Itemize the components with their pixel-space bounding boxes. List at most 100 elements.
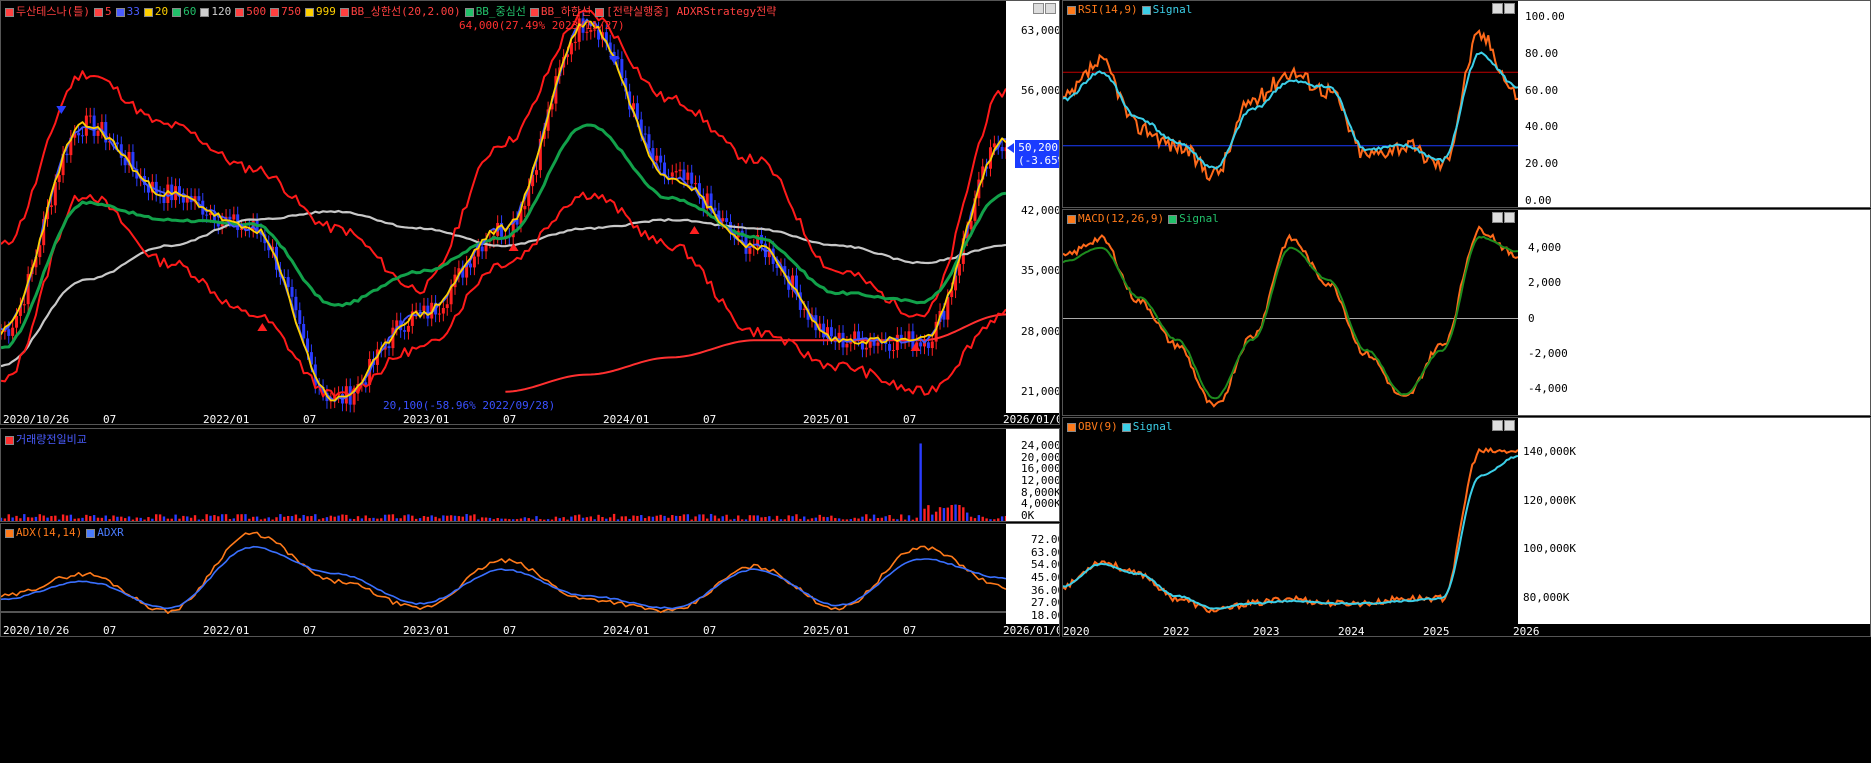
window-buttons[interactable] bbox=[1032, 3, 1056, 17]
obv-chart[interactable] bbox=[1063, 418, 1518, 624]
adx-legend: ADX(14,14) ADXR bbox=[5, 526, 128, 539]
adx-panel[interactable]: ADX(14,14) ADXR 72.0063.0054.0045.0036.00… bbox=[0, 523, 1060, 637]
obv-window-buttons[interactable] bbox=[1491, 420, 1515, 434]
minimize-icon[interactable] bbox=[1033, 3, 1044, 14]
candle-body bbox=[205, 214, 209, 216]
candle-body bbox=[748, 248, 752, 254]
price-x-tick-label: 07 bbox=[503, 413, 517, 425]
volume-bar bbox=[954, 504, 957, 521]
candle-body bbox=[170, 184, 174, 201]
rsi-window-buttons[interactable] bbox=[1491, 3, 1515, 17]
close-icon[interactable] bbox=[1504, 420, 1515, 431]
volume-panel[interactable]: 거래량전일비교 24,000K20,000K16,000K12,000K8,00… bbox=[0, 428, 1060, 522]
obv-y-axis bbox=[1518, 418, 1870, 624]
candle-body bbox=[519, 209, 523, 225]
volume-bar bbox=[92, 515, 96, 521]
candle-body bbox=[857, 331, 861, 339]
close-icon[interactable] bbox=[1504, 212, 1515, 223]
volume-bar bbox=[217, 516, 220, 521]
macd-chart[interactable] bbox=[1063, 210, 1518, 416]
obv-panel[interactable]: OBV(9) Signal 140,000K 120,000K 100,000K 80,… bbox=[1062, 417, 1871, 637]
candle-body bbox=[791, 275, 795, 290]
candle-body bbox=[333, 395, 337, 401]
volume-bar bbox=[861, 516, 864, 521]
candle-body bbox=[38, 245, 42, 258]
candle-body bbox=[228, 216, 232, 220]
volume-bar bbox=[96, 517, 100, 521]
volume-bar bbox=[880, 517, 884, 521]
candle-body bbox=[837, 332, 841, 343]
volume-bar bbox=[244, 514, 247, 521]
candle-body bbox=[309, 352, 313, 365]
candle-body bbox=[775, 263, 779, 268]
macd-y-tick-label: 4,000 bbox=[1528, 240, 1562, 254]
minimize-icon[interactable] bbox=[1492, 3, 1503, 14]
volume-bar bbox=[919, 443, 922, 521]
volume-bar bbox=[566, 519, 569, 521]
volume-bar bbox=[539, 519, 542, 521]
macd-panel[interactable]: MACD(12,26,9) Signal 4,000 2,000 0 -2,000 -4,… bbox=[1062, 209, 1871, 416]
volume-bar bbox=[360, 518, 364, 521]
volume-bar bbox=[570, 516, 573, 521]
close-icon[interactable] bbox=[1504, 3, 1515, 14]
obv-y-tick-label: 80,000K bbox=[1523, 591, 1570, 605]
volume-bar bbox=[197, 519, 201, 521]
candle-body bbox=[457, 268, 461, 275]
candle-body bbox=[15, 315, 19, 328]
volume-bar bbox=[477, 519, 480, 521]
price-legend: 두산테스나(틀) 5 33 20 60 120 500 750 999 BB_상한선(20,2.0… bbox=[5, 3, 780, 19]
candle-body bbox=[7, 329, 11, 336]
candle-body bbox=[395, 320, 399, 328]
candle-body bbox=[655, 155, 659, 161]
volume-bar bbox=[884, 516, 887, 521]
adx-x-tick-label: 07 bbox=[503, 624, 517, 637]
obv-legend-item: Signal bbox=[1132, 420, 1173, 433]
volume-bar bbox=[438, 518, 441, 521]
volume-y-tick-label: 12,000K bbox=[1021, 474, 1059, 487]
macd-window-buttons[interactable] bbox=[1491, 212, 1515, 226]
macd-y-axis bbox=[1518, 210, 1870, 415]
rsi-panel[interactable]: RSI(14,9) Signal 100.00 80.00 60.00 40.00 20.… bbox=[1062, 0, 1871, 208]
obv-legend-swatch bbox=[1067, 422, 1076, 432]
volume-bar bbox=[531, 519, 534, 521]
volume-bar bbox=[799, 518, 802, 521]
volume-bar bbox=[577, 514, 581, 521]
candle-body bbox=[670, 172, 674, 177]
candle-body bbox=[11, 327, 15, 336]
minimize-icon[interactable] bbox=[1492, 212, 1503, 223]
candle-body bbox=[503, 235, 507, 237]
rsi-y-axis bbox=[1518, 1, 1870, 207]
candle-body bbox=[185, 195, 189, 203]
volume-bar bbox=[775, 515, 779, 521]
volume-bar bbox=[240, 514, 243, 521]
volume-bar bbox=[205, 514, 208, 521]
adx-chart[interactable] bbox=[1, 524, 1006, 624]
candle-body bbox=[511, 218, 515, 238]
candle-body bbox=[930, 341, 934, 349]
volume-bar bbox=[58, 519, 61, 521]
volume-bar bbox=[946, 507, 949, 521]
candle-body bbox=[678, 169, 682, 172]
candle-body bbox=[1004, 147, 1006, 152]
volume-bar bbox=[364, 515, 367, 521]
macd-signal-line bbox=[1063, 235, 1518, 400]
volume-bar bbox=[252, 516, 255, 521]
volume-bar bbox=[182, 515, 185, 521]
close-icon[interactable] bbox=[1045, 3, 1056, 14]
volume-chart[interactable] bbox=[1, 429, 1006, 522]
high-annotation: 64,000(27.49% 2023/11/27) bbox=[459, 19, 625, 32]
volume-bar bbox=[422, 516, 426, 521]
candle-body bbox=[624, 78, 628, 92]
candle-body bbox=[806, 308, 810, 320]
candle-body bbox=[294, 296, 298, 311]
price-chart[interactable] bbox=[1, 1, 1006, 413]
price-panel[interactable]: 두산테스나(틀) 5 33 20 60 120 500 750 999 BB_상한선(20,2.0… bbox=[0, 0, 1060, 425]
volume-bar bbox=[973, 518, 977, 521]
rsi-chart[interactable] bbox=[1063, 1, 1518, 208]
minimize-icon[interactable] bbox=[1492, 420, 1503, 431]
volume-bar bbox=[651, 516, 655, 521]
price-x-tick-label: 07 bbox=[103, 413, 117, 425]
volume-bar bbox=[255, 516, 259, 521]
volume-bar bbox=[674, 515, 678, 521]
volume-bar bbox=[593, 519, 596, 521]
